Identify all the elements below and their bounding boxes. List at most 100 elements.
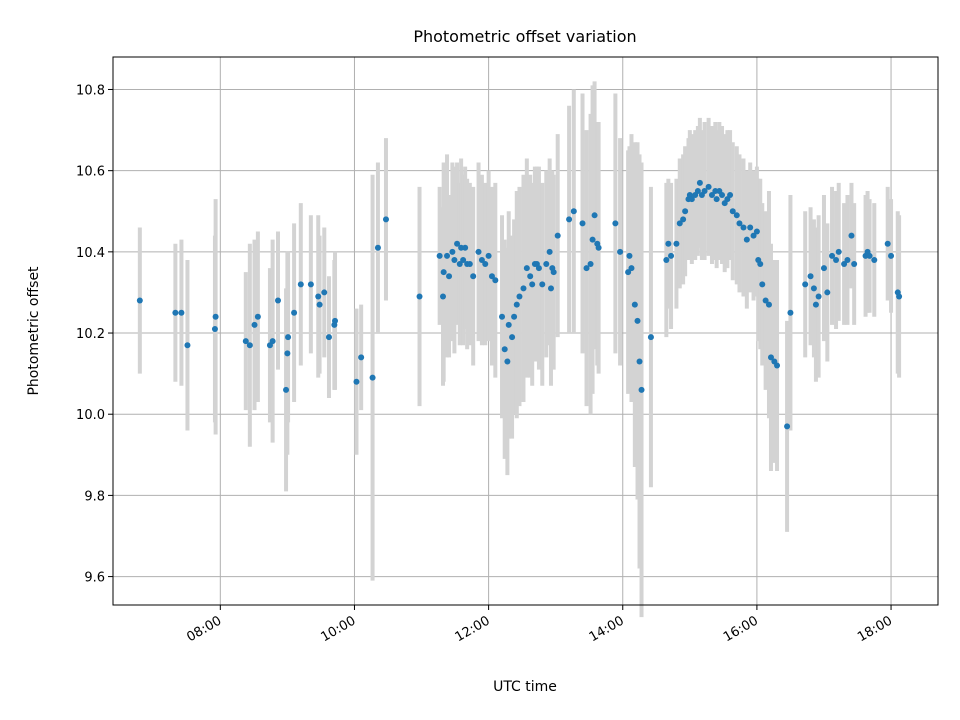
data-point <box>570 208 577 215</box>
data-point <box>787 309 794 316</box>
data-point <box>462 244 469 251</box>
data-point <box>254 313 261 320</box>
data-point <box>719 192 726 199</box>
data-point <box>848 232 855 239</box>
data-point <box>543 261 550 268</box>
data-point <box>784 423 791 430</box>
data-point <box>488 273 495 280</box>
data-point <box>896 293 903 300</box>
data-point <box>871 256 878 263</box>
y-tick-label: 10.2 <box>76 327 105 342</box>
data-point <box>566 216 573 223</box>
data-point <box>466 261 473 268</box>
data-point <box>315 293 322 300</box>
data-point <box>888 252 895 259</box>
data-point <box>753 228 760 235</box>
data-point <box>884 240 891 247</box>
data-point <box>824 289 831 296</box>
data-point <box>449 248 456 255</box>
data-point <box>539 281 546 288</box>
data-point <box>765 301 772 308</box>
data-point <box>307 281 314 288</box>
data-point <box>612 220 619 227</box>
data-point <box>451 256 458 263</box>
data-point <box>251 321 258 328</box>
data-point <box>673 240 680 247</box>
data-point <box>729 208 736 215</box>
data-point <box>470 273 477 280</box>
data-point <box>492 277 499 284</box>
data-point <box>291 309 298 316</box>
data-point <box>509 334 516 341</box>
data-point <box>321 289 328 296</box>
data-point <box>520 285 527 292</box>
data-point <box>523 265 530 272</box>
data-point <box>636 358 643 365</box>
data-point <box>440 269 447 276</box>
data-point <box>835 248 842 255</box>
data-point <box>626 252 633 259</box>
data-point <box>625 269 632 276</box>
data-point <box>283 386 290 393</box>
data-point <box>747 224 754 231</box>
data-point <box>680 216 687 223</box>
data-point <box>759 281 766 288</box>
data-point <box>647 334 654 341</box>
data-point <box>812 301 819 308</box>
data-point <box>733 212 740 219</box>
data-point <box>743 236 750 243</box>
data-point <box>511 313 518 320</box>
y-axis: 9.6 9.8 10.0 10.2 10.4 10.6 10.8 <box>76 83 113 586</box>
data-point <box>485 252 492 259</box>
data-point <box>416 293 423 300</box>
data-point <box>829 252 836 259</box>
data-point <box>676 220 683 227</box>
data-point <box>529 281 536 288</box>
data-point <box>440 293 446 300</box>
data-point <box>631 301 638 308</box>
data-point <box>269 338 276 345</box>
data-point <box>705 183 712 190</box>
data-point <box>757 261 764 268</box>
data-point <box>665 240 672 247</box>
data-point <box>802 281 809 288</box>
data-point <box>841 261 848 268</box>
data-point <box>617 248 624 255</box>
y-axis-label: Photometric offset <box>26 266 42 396</box>
chart-title: Photometric offset variation <box>413 27 636 46</box>
data-point <box>727 192 734 199</box>
data-point <box>454 240 461 247</box>
data-point <box>694 187 701 194</box>
data-point <box>242 338 249 345</box>
data-point <box>844 256 851 263</box>
data-point <box>815 293 822 300</box>
data-point <box>382 216 389 223</box>
data-point <box>172 309 179 316</box>
data-point <box>482 261 489 268</box>
y-tick-label: 10.4 <box>76 246 105 261</box>
data-point <box>554 232 561 239</box>
data-point <box>275 297 281 304</box>
data-point <box>851 261 858 268</box>
data-point <box>701 187 708 194</box>
plot-frame <box>112 56 939 606</box>
data-point <box>696 179 703 186</box>
data-point <box>184 342 191 349</box>
data-point <box>583 265 590 272</box>
data-point <box>587 261 594 268</box>
data-point <box>547 285 554 292</box>
y-tick-label: 10.8 <box>76 83 105 98</box>
data-point <box>668 252 675 259</box>
data-point <box>589 236 596 243</box>
x-axis-label: UTC time <box>493 679 557 695</box>
data-point <box>374 244 381 251</box>
data-point <box>325 334 332 341</box>
data-point <box>807 273 814 280</box>
data-points <box>136 179 903 430</box>
data-point <box>833 256 840 263</box>
data-point <box>316 301 323 308</box>
data-point <box>475 248 482 255</box>
data-point <box>285 334 292 341</box>
